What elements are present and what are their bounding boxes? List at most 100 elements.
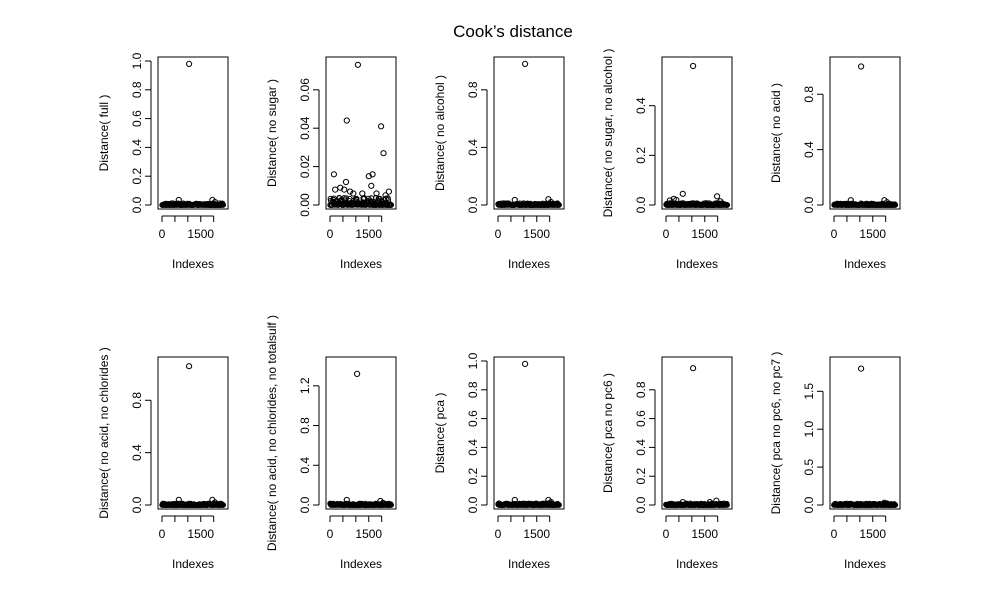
x-axis-label: Indexes [172,257,214,271]
outlier-point [354,370,361,377]
plot-frame [829,56,901,210]
x-tick-label: 0 [159,227,166,241]
y-axis-label: Distance( pca ) [433,393,447,474]
x-axis-label: Indexes [676,257,718,271]
x-tick-label: 0 [159,527,166,541]
outlier-point [186,60,193,68]
outlier-point [380,150,387,157]
outlier-point [186,363,193,370]
plot-frame [493,56,565,210]
y-tick-label: 0.00 [298,193,312,217]
y-tick-label: 0.8 [466,381,480,398]
y-tick-label: 1.2 [298,377,312,394]
y-tick-label: 0.2 [634,468,648,485]
x-tick-label: 0 [663,527,670,541]
y-tick-label: 0.0 [466,196,480,213]
plot-frame [157,356,229,510]
x-tick-label: 1500 [691,527,718,541]
outlier-point [354,61,361,68]
outlier-point [341,186,348,193]
y-tick-label: 0.8 [802,86,816,103]
x-tick-label: 1500 [355,227,382,241]
data-point [388,502,395,508]
y-tick-label: 0.0 [802,196,816,213]
outlier-point [690,365,697,372]
outlier-point [343,117,350,124]
outlier-point [368,182,375,189]
y-tick-label: 0.04 [298,116,312,140]
outlier-point [330,171,337,178]
panel-10: 0 1500 0.0 0.5 1.0 1.5 Indexes Distance( pca no… [769,352,901,571]
x-tick-label: 0 [327,227,334,241]
y-tick-label: 0.5 [802,458,816,475]
y-axis-label: Distance( no acid ) [769,83,783,183]
x-tick-label: 1500 [859,527,886,541]
data-point [724,202,731,208]
y-tick-label: 0.0 [298,496,312,513]
panel-4: 0 1500 0.0 0.2 0.4 Indexes Distance( no sugar,… [601,49,733,271]
y-tick-label: 0.2 [634,147,648,164]
x-axis-label: Indexes [676,557,718,571]
y-tick-label: 0.8 [130,81,144,98]
y-axis-label: Distance( no acid, no chlorides ) [97,347,111,518]
panel-5: 0 1500 0.0 0.4 0.8 Indexes Distance( no acid ) [769,56,901,271]
panel-9: 0 1500 0.0 0.2 0.4 0.6 0.8 Indexes Distance( pca… [601,356,733,571]
y-tick-label: 0.0 [130,496,144,513]
x-tick-label: 0 [831,227,838,241]
y-tick-label: 0.0 [466,496,480,513]
plot-frame [157,56,229,210]
x-tick-label: 0 [495,527,502,541]
x-axis-label: Indexes [844,257,886,271]
data-point [556,202,562,208]
y-axis-label: Distance( no alcohol ) [433,75,447,191]
y-tick-label: 0.0 [634,196,648,213]
y-tick-label: 0.4 [634,97,648,114]
y-tick-label: 0.02 [298,155,312,179]
outlier-point [679,499,686,506]
plot-frame [325,356,397,510]
plot-frame [325,56,397,210]
y-tick-label: 1.5 [802,383,816,400]
x-tick-label: 0 [831,527,838,541]
x-axis-label: Indexes [508,257,550,271]
outlier-point [347,188,354,195]
outlier-point [547,199,555,206]
x-axis-label: Indexes [844,557,886,571]
outlier-point [342,178,350,186]
plot-frame [661,56,733,210]
outlier-point [211,199,219,206]
y-tick-label: 0.8 [130,392,144,409]
y-tick-label: 0.8 [634,381,648,398]
x-tick-label: 1500 [691,227,718,241]
x-tick-label: 0 [327,527,334,541]
outlier-point [350,190,357,197]
y-tick-label: 0.6 [466,410,480,427]
panel-8: 0 1500 0.0 0.2 0.4 0.6 0.8 1.0 Indexes Distance( … [433,352,565,571]
x-tick-label: 1500 [355,527,382,541]
y-tick-label: 0.0 [130,196,144,213]
outlier-point [706,499,714,506]
outlier-point [679,190,686,197]
y-tick-label: 0.4 [130,139,144,156]
outlier-point [379,499,387,507]
x-tick-label: 1500 [523,227,550,241]
x-tick-label: 1500 [523,527,550,541]
outlier-point [547,499,555,506]
outlier-point [714,193,721,200]
panel-3: 0 1500 0.0 0.4 0.8 Indexes Distance( no alcoho… [433,56,565,271]
data-point [220,202,227,208]
outlier-point [858,63,865,70]
outlier-point [211,499,219,506]
x-tick-label: 1500 [187,227,214,241]
data-point [892,502,899,508]
y-tick-label: 0.2 [466,468,480,485]
outlier-point [332,186,339,193]
y-tick-label: 0.06 [298,78,312,102]
panel-7: 0 1500 0.0 0.4 0.8 1.2 Indexes Distance( no aci… [265,315,397,571]
y-tick-label: 0.6 [634,410,648,427]
outlier-point [359,190,366,197]
panels-grid: 0 1500 0.0 0.2 0.4 0.6 0.8 1.0 Indexes Distance( … [97,49,901,571]
plot-frame [829,356,901,510]
outlier-point [373,190,380,197]
